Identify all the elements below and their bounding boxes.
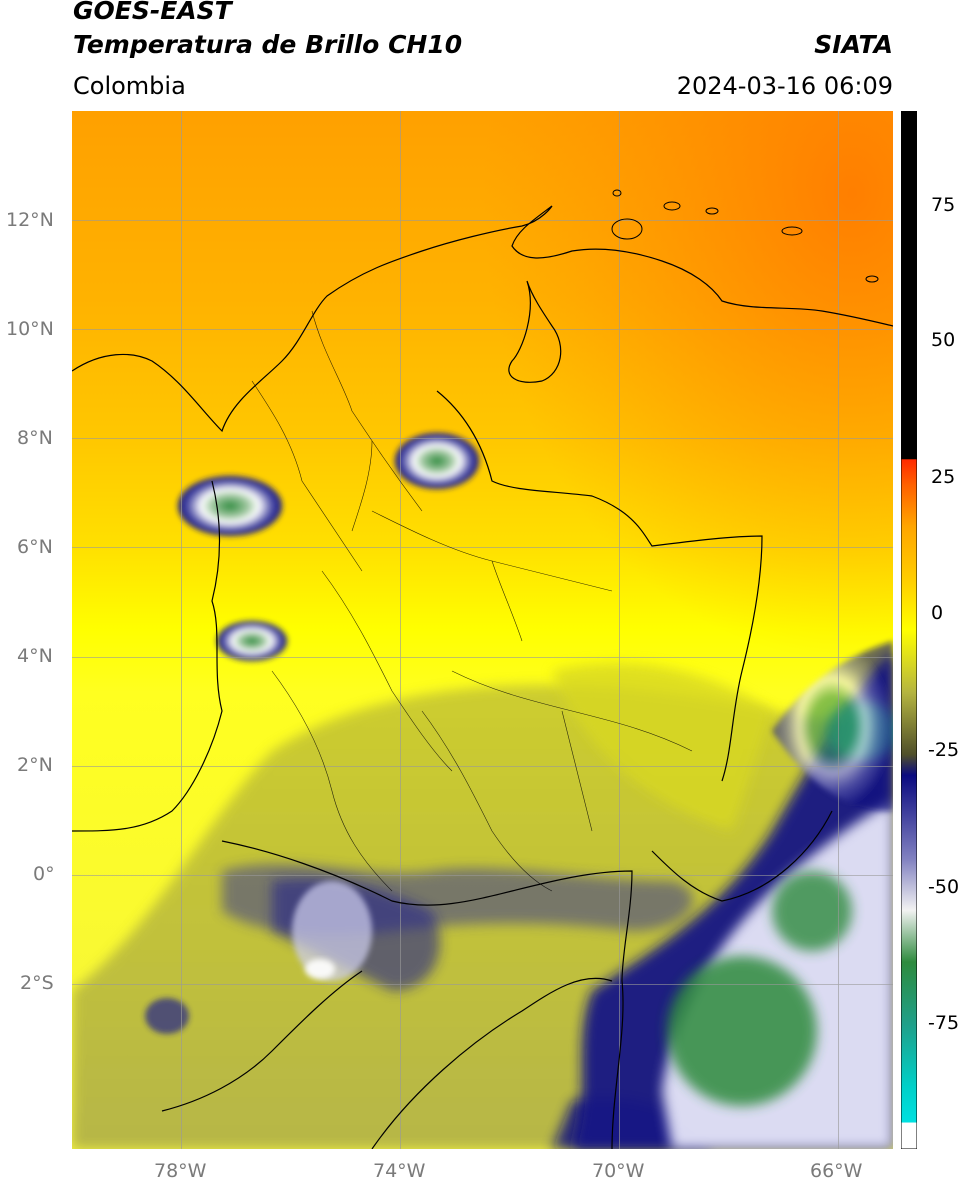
lat-tick-label: 2°S <box>20 972 54 994</box>
lon-tick-label: 66°W <box>810 1160 863 1182</box>
map-grid <box>72 111 893 1149</box>
lat-tick-label: 10°N <box>6 318 54 340</box>
department-borders <box>251 310 693 892</box>
timestamp-label: 2024-03-16 06:09 <box>676 72 893 100</box>
colorbar-tick-label: -25 <box>928 739 960 761</box>
colorbar <box>900 110 918 1150</box>
lat-tick-label: 0° <box>33 863 55 885</box>
islands <box>611 189 879 283</box>
colorbar-tick-label: 25 <box>931 466 956 488</box>
lat-tick-label: 8°N <box>17 427 53 449</box>
lat-tick-label: 6°N <box>17 536 53 558</box>
country-borders <box>71 205 894 1150</box>
colorbar-tick-label: 75 <box>931 194 956 216</box>
colorbar-tick-label: -50 <box>928 876 960 898</box>
source-label: SIATA <box>814 30 893 59</box>
lat-tick-label: 4°N <box>17 645 53 667</box>
colorbar-tick-label: -75 <box>928 1012 960 1034</box>
lat-tick-label: 2°N <box>17 754 53 776</box>
region-label: Colombia <box>73 72 186 100</box>
brightness-temperature-map <box>71 111 897 1150</box>
lon-tick-label: 74°W <box>373 1160 426 1182</box>
lon-tick-label: 78°W <box>154 1160 207 1182</box>
title-line2: Temperatura de Brillo CH10 <box>73 30 463 59</box>
lat-tick-label: 12°N <box>6 209 54 231</box>
title-line1: GOES-EAST <box>73 0 232 25</box>
colorbar-tick-label: 50 <box>931 329 956 351</box>
lon-tick-label: 70°W <box>592 1160 645 1182</box>
map-panel <box>71 111 897 1150</box>
colorbar-tick-label: 0 <box>931 602 944 624</box>
